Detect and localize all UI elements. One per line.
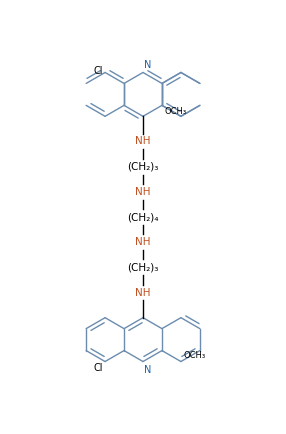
Text: Cl: Cl bbox=[94, 362, 103, 372]
Text: OCH₃: OCH₃ bbox=[184, 351, 206, 359]
Text: NH: NH bbox=[135, 237, 151, 247]
Text: Cl: Cl bbox=[94, 66, 103, 76]
Text: N: N bbox=[144, 365, 151, 375]
Text: N: N bbox=[144, 60, 151, 70]
Text: NH: NH bbox=[135, 187, 151, 197]
Text: (CH₂)₃: (CH₂)₃ bbox=[127, 262, 159, 273]
Text: NH: NH bbox=[135, 287, 151, 298]
Text: (CH₂)₃: (CH₂)₃ bbox=[127, 161, 159, 172]
Text: OCH₃: OCH₃ bbox=[165, 107, 187, 116]
Text: (CH₂)₄: (CH₂)₄ bbox=[127, 212, 159, 222]
Text: NH: NH bbox=[135, 136, 151, 147]
